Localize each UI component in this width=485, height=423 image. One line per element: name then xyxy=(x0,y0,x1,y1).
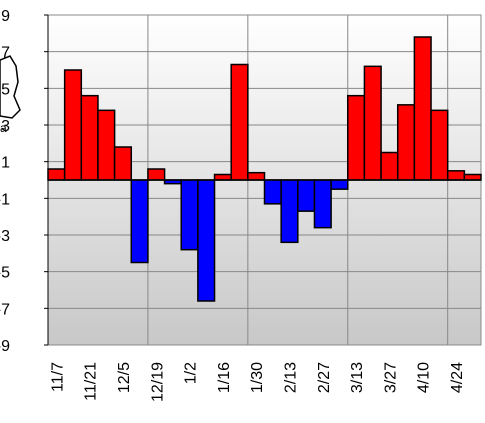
x-tick-label: 11/7 xyxy=(49,362,66,392)
y-tick-label: -7 xyxy=(0,301,10,318)
x-tick-label: 3/27 xyxy=(382,362,399,393)
bar xyxy=(113,146,133,181)
bar xyxy=(263,179,282,205)
y-tick-label: 3 xyxy=(1,118,10,135)
icon-fragment: a xyxy=(0,121,7,135)
bar xyxy=(297,179,316,212)
y-tick-label: 5 xyxy=(1,81,10,98)
y-tick-label: -9 xyxy=(0,338,10,355)
x-tick-label: 4/24 xyxy=(449,362,466,393)
y-tick-label: -1 xyxy=(0,191,10,208)
bar xyxy=(413,36,432,181)
x-tick-label: 2/27 xyxy=(316,362,333,393)
bar xyxy=(230,63,249,181)
bar xyxy=(280,179,299,244)
bar xyxy=(47,168,66,181)
bar xyxy=(347,94,366,181)
x-tick-label: 12/5 xyxy=(116,362,133,393)
bar xyxy=(430,109,449,181)
x-tick-label: 1/30 xyxy=(249,362,266,393)
bar xyxy=(97,109,116,181)
bar xyxy=(313,179,332,229)
bar xyxy=(247,171,266,181)
x-tick-label: 4/10 xyxy=(416,362,433,393)
bar xyxy=(147,168,166,181)
map-icon: a xyxy=(0,55,21,135)
y-tick-label: 9 xyxy=(1,8,10,25)
bar xyxy=(80,94,99,181)
bar xyxy=(63,69,83,181)
bar xyxy=(213,173,232,181)
x-tick-label: 3/13 xyxy=(349,362,366,393)
x-tick-label: 2/13 xyxy=(282,362,299,393)
bar xyxy=(330,179,349,190)
y-tick-label: -3 xyxy=(0,228,10,245)
bar xyxy=(130,179,149,264)
y-tick-label: -5 xyxy=(0,265,10,282)
y-tick-label: 1 xyxy=(1,155,10,172)
bar xyxy=(463,173,482,181)
bar xyxy=(363,65,382,181)
y-tick-label: 7 xyxy=(1,45,10,62)
bar xyxy=(446,170,466,181)
x-tick-label: 1/2 xyxy=(183,362,200,384)
bar xyxy=(396,104,416,181)
x-tick-label: 1/16 xyxy=(216,362,233,393)
bar xyxy=(380,151,399,181)
bar xyxy=(180,179,199,251)
bar xyxy=(197,179,216,302)
x-tick-label: 12/19 xyxy=(149,362,166,402)
x-tick-label: 11/21 xyxy=(83,362,100,401)
